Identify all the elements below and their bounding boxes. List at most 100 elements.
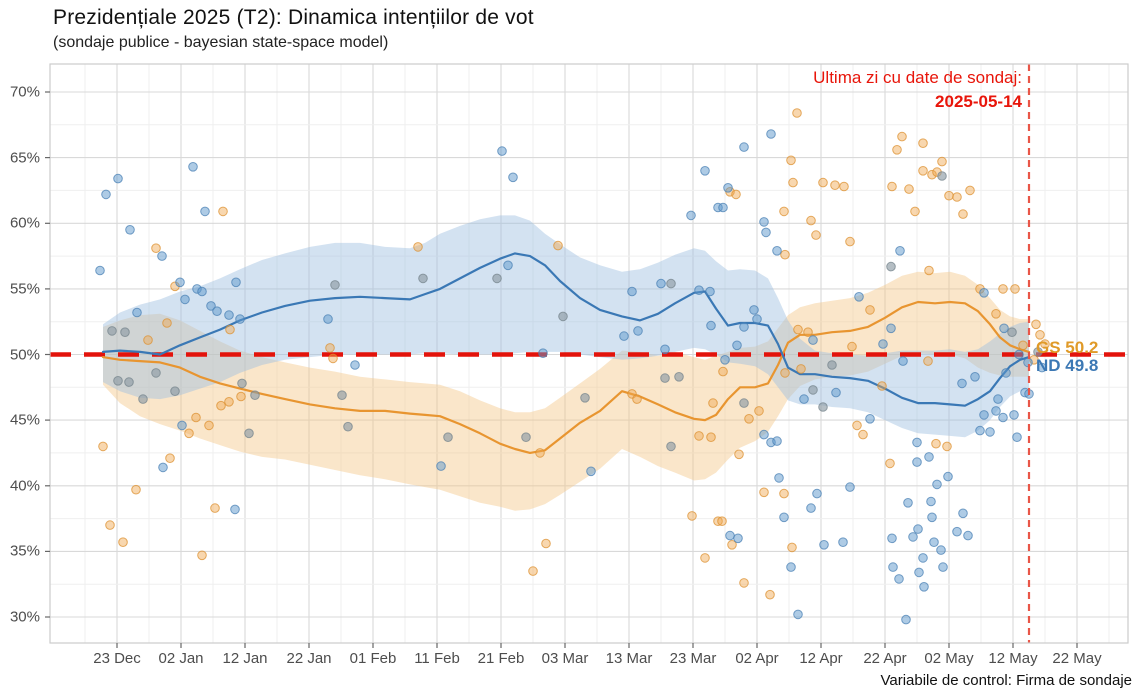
gs-poll-point [803, 327, 813, 338]
overlap-poll-point [674, 372, 684, 382]
gs-poll-point [897, 131, 907, 142]
overlap-poll-point [886, 261, 896, 272]
gs-poll-point [754, 406, 764, 416]
overlap-poll-point [1033, 347, 1043, 357]
gs-poll-point [218, 206, 228, 217]
nd-poll-point [538, 348, 548, 359]
nd-poll-point [1009, 410, 1019, 420]
gs-poll-point [910, 206, 920, 217]
nd-poll-point [212, 306, 222, 317]
gs-poll-point [788, 177, 798, 188]
nd-poll-point [230, 504, 240, 515]
nd-poll-point [772, 436, 782, 446]
nd-poll-point [180, 294, 190, 305]
nd-poll-point [739, 322, 749, 332]
gs-poll-point [700, 553, 710, 563]
gs-poll-point [818, 177, 828, 188]
nd-poll-point [908, 532, 918, 542]
x-tick-label: 12 May [988, 650, 1038, 667]
gs-poll-point [236, 391, 246, 402]
nd-poll-point [979, 288, 989, 298]
nd-poll-point [1012, 432, 1022, 443]
gs-poll-point [858, 429, 868, 440]
gs-poll-point [165, 453, 175, 464]
overlap-poll-point [937, 171, 947, 181]
gs-poll-point [727, 540, 737, 550]
nd-poll-point [1001, 368, 1011, 378]
y-tick-label: 55% [9, 280, 40, 298]
nd-poll-point [101, 189, 111, 200]
gs-poll-point [787, 542, 797, 553]
overlap-poll-point [827, 360, 837, 370]
nd-poll-point [998, 412, 1008, 423]
nd-poll-point [158, 462, 168, 473]
nd-poll-point [993, 394, 1003, 404]
gs-poll-point [811, 230, 821, 240]
overlap-poll-point [660, 373, 670, 383]
overlap-poll-point [492, 273, 502, 284]
nd-poll-point [231, 277, 241, 288]
gs-poll-point [937, 156, 947, 167]
nd-poll-point [718, 202, 728, 213]
gs-poll-point [845, 236, 855, 247]
gs-poll-point [927, 169, 937, 180]
nd-poll-point [774, 473, 784, 483]
nd-poll-point [918, 553, 928, 563]
overlap-poll-point [558, 311, 568, 322]
nd-poll-point [206, 301, 216, 311]
gs-poll-point [779, 206, 789, 217]
nd-poll-point [1014, 349, 1024, 360]
nd-poll-point [175, 277, 185, 288]
nd-poll-point [732, 340, 742, 351]
gs-poll-point [830, 180, 840, 190]
gs-poll-point [839, 181, 849, 192]
x-tick-label: 02 Jan [158, 650, 204, 667]
gs-poll-point [706, 432, 716, 443]
nd-poll-point [808, 335, 818, 345]
gs-poll-point [162, 318, 172, 328]
gs-end-label: GS 50.2 [1036, 338, 1099, 357]
overlap-poll-point [244, 428, 254, 439]
overlap-poll-point [124, 377, 134, 387]
gs-poll-point [197, 550, 207, 561]
gs-poll-point [535, 448, 545, 458]
nd-poll-point [752, 314, 762, 324]
gs-poll-point [918, 138, 928, 148]
gs-poll-point [225, 324, 235, 335]
gs-poll-point [780, 249, 790, 260]
gs-poll-point [796, 364, 806, 374]
nd-poll-point [705, 286, 715, 297]
gs-poll-point [151, 243, 161, 253]
gs-poll-point [708, 398, 718, 408]
nd-poll-point [200, 206, 210, 217]
gs-poll-point [184, 428, 194, 439]
gs-poll-point [131, 484, 141, 495]
nd-poll-point [887, 533, 897, 544]
x-tick-label: 22 Apr [863, 650, 907, 667]
nd-poll-point [766, 129, 776, 139]
gs-poll-point [991, 309, 1001, 319]
nd-poll-point [627, 286, 637, 297]
y-tick-label: 65% [9, 149, 40, 167]
overlap-poll-point [818, 402, 828, 412]
gs-poll-point [541, 538, 551, 549]
nd-poll-point [952, 526, 962, 537]
x-tick-label: 03 Mar [541, 650, 589, 667]
y-tick-label: 30% [9, 608, 40, 626]
last-poll-annotation-text: Ultima zi cu date de sondaj: [813, 68, 1022, 87]
x-tick-label: 12 Apr [799, 650, 843, 667]
nd-poll-point [958, 508, 968, 519]
gs-poll-point [885, 458, 895, 469]
gs-poll-point [744, 414, 754, 424]
gs-poll-point [865, 305, 875, 315]
nd-poll-point [979, 410, 989, 420]
nd-poll-point [894, 574, 904, 584]
nd-poll-point [503, 260, 513, 271]
nd-poll-point [854, 292, 864, 302]
nd-poll-point [656, 278, 666, 289]
gs-poll-point [765, 589, 775, 600]
nd-confidence-band [103, 215, 1029, 438]
nd-poll-point [895, 246, 905, 256]
nd-poll-point [323, 314, 333, 324]
nd-poll-point [888, 562, 898, 572]
